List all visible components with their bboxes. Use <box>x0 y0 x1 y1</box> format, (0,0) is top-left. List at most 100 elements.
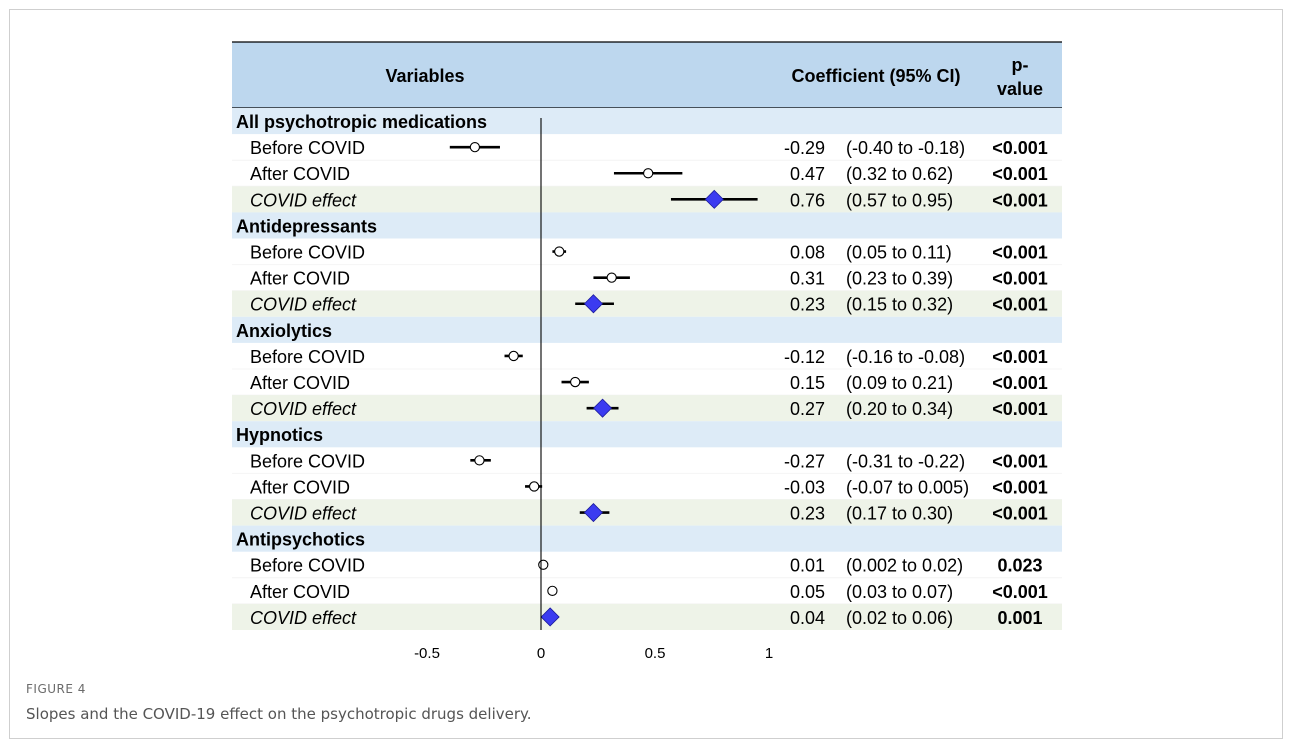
coefficient-value: 0.31 <box>790 269 825 289</box>
effect-row-band <box>232 499 1062 526</box>
effect-diamond <box>583 502 604 523</box>
estimate-point <box>643 168 654 179</box>
p-value: <0.001 <box>992 504 1048 524</box>
row-label: Before COVID <box>250 243 365 263</box>
row-label: COVID effect <box>250 295 357 315</box>
header-pvalue-line2: value <box>997 79 1043 99</box>
coefficient-value: -0.12 <box>784 347 825 367</box>
row-label: After COVID <box>250 373 350 393</box>
effect-diamond <box>583 294 604 314</box>
effect-diamond <box>592 398 613 418</box>
confidence-interval: (0.03 to 0.07) <box>846 582 953 602</box>
figure-caption: Slopes and the COVID-19 effect on the ps… <box>26 705 532 723</box>
confidence-interval: (-0.16 to -0.08) <box>846 347 965 367</box>
group-band <box>232 212 1062 239</box>
group-title: Anxiolytics <box>236 321 332 341</box>
confidence-interval: (-0.31 to -0.22) <box>846 451 965 471</box>
header-band <box>232 42 1062 108</box>
confidence-interval: (0.15 to 0.32) <box>846 295 953 315</box>
header-variables: Variables <box>385 66 464 86</box>
effect-diamond <box>540 607 560 627</box>
p-value: <0.001 <box>992 399 1048 419</box>
effect-row-band <box>232 603 1062 630</box>
row-label: Before COVID <box>250 138 365 158</box>
group-title: All psychotropic medications <box>236 112 487 132</box>
coefficient-value: 0.76 <box>790 190 825 210</box>
confidence-interval: (0.09 to 0.21) <box>846 373 953 393</box>
coefficient-value: 0.27 <box>790 399 825 419</box>
group-band <box>232 316 1062 343</box>
row-label: Before COVID <box>250 451 365 471</box>
effect-row-band <box>232 290 1062 317</box>
estimate-point <box>554 246 565 257</box>
coefficient-value: 0.01 <box>790 556 825 576</box>
p-value: <0.001 <box>992 138 1048 158</box>
forest-plot: Variables Coefficient (95% CI) p-value All … <box>232 41 1062 662</box>
p-value: <0.001 <box>992 347 1048 367</box>
effect-diamond <box>704 189 724 209</box>
p-value: <0.001 <box>992 477 1048 497</box>
row-label: COVID effect <box>250 399 357 419</box>
header-pvalue-line1: p- <box>1012 55 1029 75</box>
row-label: After COVID <box>250 477 350 497</box>
confidence-interval: (0.02 to 0.06) <box>846 608 953 628</box>
x-tick-label: 1 <box>765 645 773 662</box>
estimate-point <box>547 585 558 596</box>
row-label: COVID effect <box>250 608 357 628</box>
p-value: <0.001 <box>992 269 1048 289</box>
estimate-point <box>469 141 481 153</box>
effect-row-band <box>232 395 1062 422</box>
p-value: <0.001 <box>992 243 1048 263</box>
group-band <box>232 525 1062 552</box>
x-tick-label: 0.5 <box>645 645 666 662</box>
effect-row-band <box>232 186 1062 213</box>
coefficient-value: -0.03 <box>784 477 825 497</box>
x-tick-label: -0.5 <box>414 645 440 662</box>
confidence-interval: (0.23 to 0.39) <box>846 269 953 289</box>
row-label: After COVID <box>250 164 350 184</box>
group-band <box>232 108 1062 135</box>
coefficient-value: 0.05 <box>790 582 825 602</box>
row-label: After COVID <box>250 269 350 289</box>
coefficient-value: 0.08 <box>790 243 825 263</box>
coefficient-value: 0.04 <box>790 608 825 628</box>
confidence-interval: (0.17 to 0.30) <box>846 504 953 524</box>
group-title: Hypnotics <box>236 425 323 445</box>
figure-label: FIGURE 4 <box>26 682 86 696</box>
coefficient-value: 0.15 <box>790 373 825 393</box>
p-value: <0.001 <box>992 451 1048 471</box>
row-label: Before COVID <box>250 556 365 576</box>
coefficient-value: -0.27 <box>784 451 825 471</box>
confidence-interval: (0.57 to 0.95) <box>846 190 953 210</box>
p-value: 0.001 <box>997 608 1042 628</box>
p-value: <0.001 <box>992 164 1048 184</box>
coefficient-value: 0.47 <box>790 164 825 184</box>
estimate-point <box>474 455 485 466</box>
row-label: Before COVID <box>250 347 365 367</box>
p-value: <0.001 <box>992 295 1048 315</box>
estimate-point <box>538 559 549 570</box>
confidence-interval: (0.20 to 0.34) <box>846 399 953 419</box>
row-label: COVID effect <box>250 190 357 210</box>
header-coefficient: Coefficient (95% CI) <box>791 66 960 86</box>
p-value: <0.001 <box>992 582 1048 602</box>
coefficient-value: 0.23 <box>790 295 825 315</box>
estimate-point <box>529 481 540 492</box>
figure-frame <box>9 9 1283 739</box>
estimate-point <box>606 272 617 283</box>
confidence-interval: (-0.40 to -0.18) <box>846 138 965 158</box>
coefficient-value: -0.29 <box>784 138 825 158</box>
x-tick-label: 0 <box>537 645 545 662</box>
estimate-point <box>508 350 519 362</box>
p-value: <0.001 <box>992 190 1048 210</box>
confidence-interval: (0.002 to 0.02) <box>846 556 963 576</box>
confidence-interval: (0.05 to 0.11) <box>846 243 952 263</box>
p-value: <0.001 <box>992 373 1048 393</box>
group-band <box>232 421 1062 448</box>
confidence-interval: (0.32 to 0.62) <box>846 164 953 184</box>
coefficient-value: 0.23 <box>790 504 825 524</box>
group-title: Antidepressants <box>236 216 377 236</box>
group-title: Antipsychotics <box>236 530 365 550</box>
estimate-point <box>570 376 581 388</box>
confidence-interval: (-0.07 to 0.005) <box>846 477 969 497</box>
